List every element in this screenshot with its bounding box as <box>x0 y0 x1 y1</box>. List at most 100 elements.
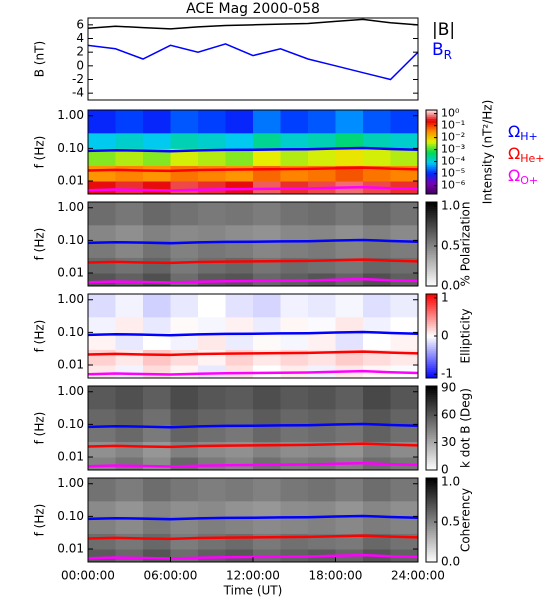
heatmap-cell <box>198 316 226 333</box>
colorbar-stripe <box>426 536 437 540</box>
colorbar-stripe <box>426 304 437 308</box>
heatmap-cell <box>280 224 309 241</box>
colorbar-stripe <box>426 273 437 276</box>
heatmap-cell <box>225 165 254 182</box>
heatmap-cell <box>225 181 254 194</box>
heatmap-cell <box>198 457 226 470</box>
colorbar-stripe <box>426 543 437 546</box>
heatmap-cell <box>198 516 226 534</box>
colorbar-stripe <box>426 484 437 487</box>
heatmap-cell <box>363 202 391 226</box>
colorbar-stripe <box>426 478 437 481</box>
colorbar-frame <box>425 201 438 287</box>
heatmap-cell <box>363 332 391 350</box>
colorbar-stripe <box>426 549 437 552</box>
legend-entry: ΩH+ <box>508 122 538 144</box>
colorbar-stripe <box>426 265 437 268</box>
colorbar-tick-label: 10⁻⁶ <box>441 179 466 192</box>
heatmap-cell <box>115 110 144 134</box>
colorbar-stripe <box>426 446 437 450</box>
colorbar-stripe <box>426 135 437 138</box>
heatmap-cell <box>170 478 199 502</box>
heatmap-cell <box>115 224 144 241</box>
x-axis-label: Time (UT) <box>223 584 283 598</box>
heatmap-cell <box>225 365 254 378</box>
colorbar-stripe <box>426 191 437 195</box>
gyrofrequency-line <box>88 461 418 468</box>
heatmap-cell <box>280 424 309 442</box>
heatmap-cell <box>253 365 281 378</box>
colorbar-stripe <box>426 507 437 510</box>
heatmap-cell <box>225 457 254 470</box>
colorbar-stripe <box>426 388 437 391</box>
x-tick-label: 12:00:00 <box>226 569 280 583</box>
heatmap-cell <box>225 386 254 410</box>
colorbar-stripe <box>426 373 437 377</box>
heatmap-cell <box>253 478 281 502</box>
legend-symbol: Ω <box>508 122 520 141</box>
colorbar-stripe <box>426 340 437 343</box>
colorbar-label: k dot B (Deg) <box>459 388 473 468</box>
colorbar-stripe <box>426 164 437 168</box>
colorbar-tick-label: 90 <box>441 380 456 394</box>
colorbar-tick-label: 30 <box>441 435 456 449</box>
colorbar-stripe <box>426 168 437 172</box>
heatmap-cell <box>253 408 281 425</box>
heatmap-cell <box>170 386 199 410</box>
colorbar-stripe <box>426 204 437 207</box>
colorbar-stripe <box>426 122 437 126</box>
colorbar-stripe <box>426 440 437 444</box>
heatmap-cell <box>170 500 199 517</box>
heatmap-cell <box>363 516 391 534</box>
colorbar-stripe <box>426 526 437 529</box>
heatmap-cell <box>198 165 226 182</box>
colorbar-tick-label: 0.0 <box>441 279 460 293</box>
heatmap-cell <box>308 500 336 517</box>
colorbar-stripe <box>426 317 437 320</box>
colorbar-stripe <box>426 252 437 255</box>
colorbar-stripe <box>426 551 437 555</box>
plot-frame <box>87 109 419 195</box>
colorbar-stripe <box>426 214 437 218</box>
heatmap-cell <box>335 386 364 410</box>
colorbar-stripe <box>426 158 437 161</box>
colorbar-stripe <box>426 338 437 341</box>
heatmap-cell <box>225 224 254 241</box>
heatmap-cell <box>143 533 171 550</box>
heatmap-cell <box>115 516 144 534</box>
heatmap-cell <box>390 332 418 350</box>
colorbar-tick-label: 1 <box>441 290 449 304</box>
heatmap-cell <box>390 478 418 502</box>
heatmap-cell <box>143 365 171 378</box>
heatmap-cell <box>335 148 364 166</box>
heatmap-cell <box>143 273 171 286</box>
heatmap-cell <box>280 148 309 166</box>
colorbar-label: Ellipticity <box>459 309 473 364</box>
heatmap-cell <box>170 132 199 149</box>
x-tick-label: 18:00:00 <box>309 569 363 583</box>
heatmap-cell <box>115 316 144 333</box>
colorbar-stripe <box>426 413 437 416</box>
colorbar-stripe <box>426 444 437 448</box>
heatmap-cell <box>225 257 254 274</box>
colorbar-tick-label: 10⁻² <box>441 131 465 144</box>
colorbar-stripe <box>426 407 437 410</box>
heatmap-cell <box>390 316 418 333</box>
legend-entry: ΩO+ <box>508 166 538 188</box>
gyrofrequency-line <box>88 185 418 192</box>
heatmap-cell <box>143 294 171 318</box>
heatmap-cell <box>170 332 199 350</box>
legend-subscript: He+ <box>520 152 544 165</box>
colorbar-stripe <box>426 241 437 245</box>
colorbar-stripe <box>426 294 437 297</box>
colorbar-stripe <box>426 260 437 264</box>
heatmap-cell <box>143 316 171 333</box>
heatmap-cell <box>115 441 144 458</box>
colorbar-stripe <box>426 459 437 463</box>
y-tick-label: 1.00 <box>57 108 84 122</box>
colorbar-frame <box>425 109 438 195</box>
colorbar-tick-label: 0.5 <box>441 239 460 253</box>
legend-subscript: R <box>444 48 452 62</box>
colorbar-stripe <box>426 492 437 496</box>
heatmap-cell <box>390 224 418 241</box>
